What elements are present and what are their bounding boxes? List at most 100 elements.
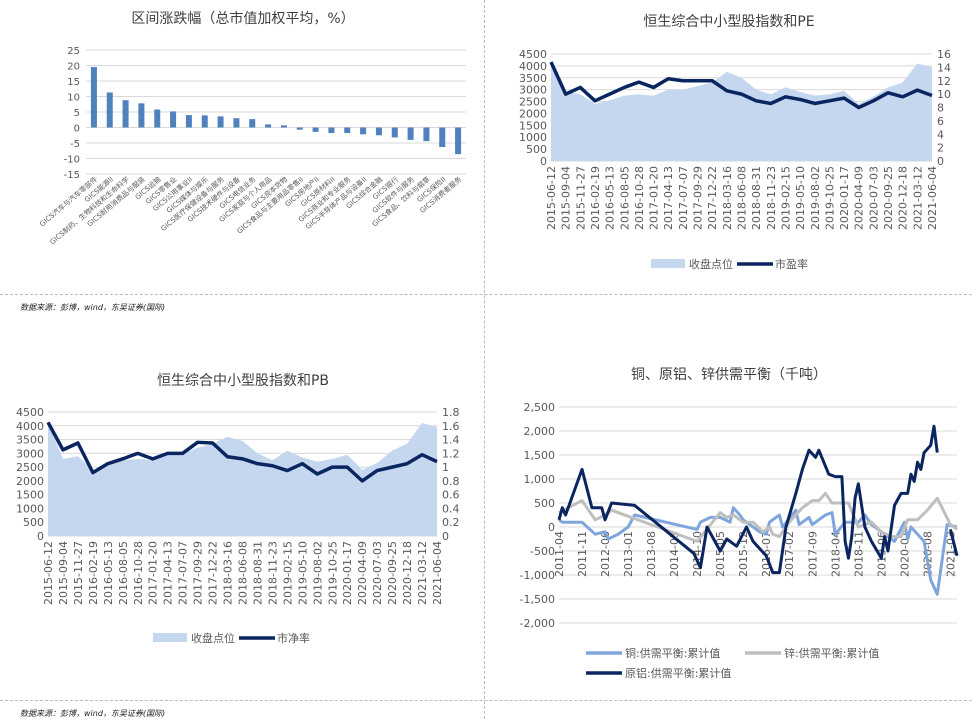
source-note-bottom: 数据来源：彭博，wind，东吴证券(国际) — [20, 709, 166, 718]
x-tick-label: 2021-03-12 — [911, 166, 924, 230]
y-right-tick-label: 10 — [937, 88, 951, 101]
divider-vertical — [484, 0, 485, 719]
y-left-tick-label: 2500 — [519, 96, 547, 109]
x-tick-label: 2020-07-03 — [371, 541, 384, 605]
y-left-tick-label: 3000 — [519, 84, 547, 97]
y-left-tick-label: 1500 — [16, 489, 44, 502]
y-tick-label: 25 — [67, 46, 80, 57]
chart2-title: 恒生综合中小型股指数和PE — [643, 14, 815, 30]
x-tick-label: 2020-12-18 — [897, 166, 910, 230]
divider-top — [0, 294, 972, 295]
bar — [185, 115, 192, 128]
chart4-title: 铜、原铝、锌供需平衡（千吨） — [631, 367, 827, 383]
chart3-title: 恒生综合中小型股指数和PB — [156, 373, 330, 389]
y-tick-label: 0 — [74, 124, 80, 135]
x-tick-label: 2014-03 — [668, 531, 681, 577]
x-tick-label: 2011-11 — [576, 531, 589, 577]
legend-label-dark: 原铝:供需平衡:累计值 — [625, 666, 731, 680]
y-tick-label: -1,000 — [520, 569, 555, 582]
x-tick-label: 2016-02-19 — [589, 166, 602, 230]
x-tick-label: 2020-09-25 — [386, 541, 399, 605]
x-tick-label: 2016-05-13 — [604, 166, 617, 230]
x-tick-label: 2017-04-13 — [162, 541, 175, 605]
x-tick-label: 2016-08-05 — [117, 541, 130, 605]
y-left-tick-label: 4000 — [16, 420, 44, 433]
y-tick-label: 15 — [67, 77, 80, 88]
y-right-tick-label: 0 — [937, 155, 944, 168]
y-right-tick-label: 4 — [937, 128, 944, 141]
y-tick-label: -500 — [530, 545, 555, 558]
x-tick-label: 2020-12-18 — [401, 541, 414, 605]
y-right-tick-label: 0.2 — [442, 516, 460, 529]
x-tick-label: 2017-04-13 — [662, 166, 675, 230]
x-tick-label: 2017-12-22 — [706, 166, 719, 230]
y-right-tick-label: 0.8 — [442, 475, 460, 488]
x-tick-label: 2017-01-20 — [648, 166, 661, 230]
x-tick-label: 2020-04-09 — [356, 541, 369, 605]
y-left-tick-label: 4500 — [16, 406, 44, 419]
line-series-ratio — [549, 61, 933, 110]
x-tick-label: 2011-04 — [553, 531, 566, 577]
y-tick-label: 2,000 — [524, 425, 556, 438]
legend-label-copper: 铜:供需平衡:累计值 — [625, 646, 720, 660]
y-left-tick-label: 1500 — [519, 119, 547, 132]
y-left-tick-label: 2000 — [519, 107, 547, 120]
y-tick-label: 1,000 — [524, 473, 556, 486]
bar — [138, 103, 145, 128]
y-right-tick-label: 1.6 — [442, 420, 460, 433]
bar — [249, 119, 256, 128]
source-note-top: 数据来源：彭博，wind，东吴证券(国际) — [20, 303, 166, 312]
bar — [201, 115, 208, 128]
x-tick-label: 2016-02-19 — [87, 541, 100, 605]
y-right-tick-label: 2 — [937, 142, 944, 155]
x-tick-label: 2015-06-12 — [545, 166, 558, 230]
y-right-tick-label: 12 — [937, 75, 951, 88]
legend-swatch-area — [153, 633, 187, 642]
y-right-tick-label: 1.8 — [442, 406, 460, 419]
x-tick-label: 2018-08-31 — [750, 166, 763, 230]
bar — [439, 127, 446, 148]
x-tick-label: 2019-02-15 — [779, 166, 792, 230]
area-series-close — [48, 423, 437, 536]
y-left-tick-label: 500 — [526, 143, 547, 156]
x-tick-label: 2020-07-03 — [867, 166, 880, 230]
x-tick-label: 2018-04 — [829, 531, 842, 577]
legend-label-area: 收盘点位 — [689, 257, 733, 271]
y-left-tick-label: 1000 — [16, 502, 44, 515]
x-tick-label: 2018-11-23 — [765, 166, 778, 230]
y-right-tick-label: 14 — [937, 61, 951, 74]
legend-label-line: 市盈率 — [775, 257, 808, 271]
x-tick-label: 2015-09-04 — [57, 541, 70, 605]
x-tick-label: 2019-10-25 — [823, 166, 836, 230]
bar — [328, 127, 335, 134]
x-tick-label: 2017-02 — [783, 531, 796, 577]
x-tick-label: 2019-05-10 — [296, 541, 309, 605]
y-right-tick-label: 1.4 — [442, 434, 460, 447]
bar — [170, 111, 177, 128]
y-left-tick-label: 3500 — [16, 434, 44, 447]
y-right-tick-label: 1.2 — [442, 447, 460, 460]
x-tick-label: 2021-06-04 — [926, 166, 939, 230]
y-left-tick-label: 3000 — [16, 447, 44, 460]
x-tick-label: 2018-08-31 — [251, 541, 264, 605]
legend-swatch-area — [651, 259, 685, 268]
x-tick-label: 2021-03-12 — [416, 541, 429, 605]
x-tick-label: 2018-11 — [852, 531, 865, 577]
y-tick-label: 500 — [534, 497, 555, 510]
y-left-tick-label: 3500 — [519, 72, 547, 85]
y-tick-label: 10 — [67, 93, 80, 104]
y-right-tick-label: 6 — [937, 115, 944, 128]
bar — [375, 127, 382, 136]
x-tick-label: 2017-09-29 — [692, 166, 705, 230]
y-right-tick-label: 1 — [442, 461, 449, 474]
y-tick-label: 20 — [67, 62, 80, 73]
x-tick-label: 2017-07-07 — [677, 166, 690, 230]
x-tick-label: 2016-05-13 — [102, 541, 115, 605]
x-tick-label: 2019-10-25 — [326, 541, 339, 605]
x-tick-label: 2017-12-22 — [207, 541, 220, 605]
x-tick-label: 2019-08-02 — [311, 541, 324, 605]
bar — [344, 127, 351, 134]
x-tick-label: 2018-06-08 — [736, 166, 749, 230]
y-left-tick-label: 0 — [540, 155, 547, 168]
